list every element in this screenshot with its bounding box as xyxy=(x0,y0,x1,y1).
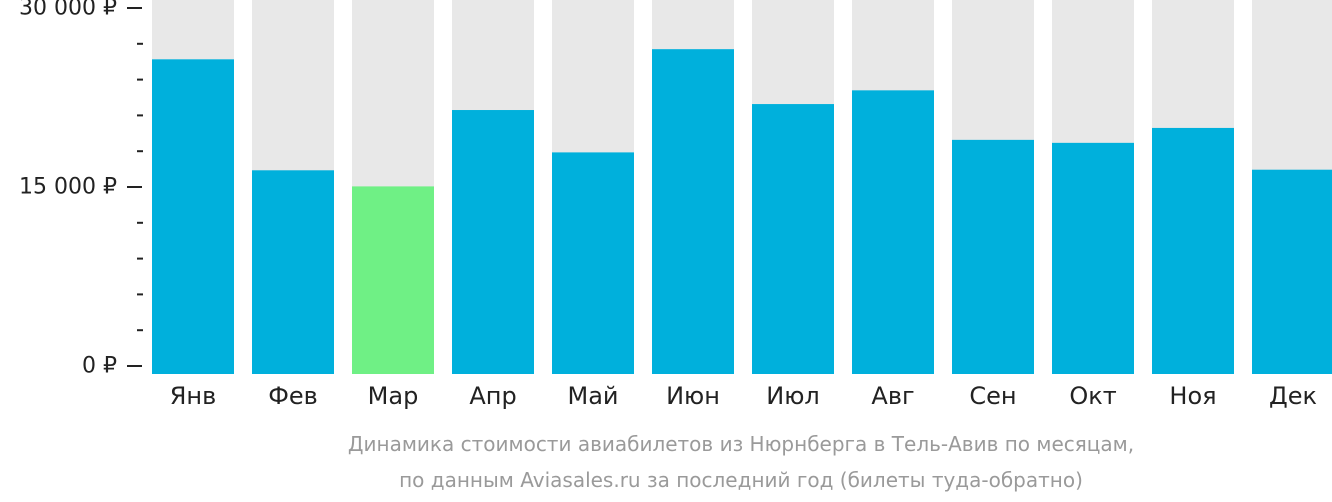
bar-9[interactable] xyxy=(952,139,1034,374)
bar-4[interactable] xyxy=(452,110,534,374)
y-axis: 0 ₽ 15 000 ₽ 30 000 ₽ xyxy=(19,0,143,379)
bar-8[interactable] xyxy=(852,90,934,374)
price-bar-chart: 0 ₽ 15 000 ₽ 30 000 ₽ Янв Фев Мар Апр Май Июн Ию… xyxy=(19,0,1332,410)
x-tick-label: Июл xyxy=(766,382,820,410)
bar-7[interactable] xyxy=(752,104,834,375)
y-tick-label: 0 ₽ xyxy=(82,354,117,379)
y-tick-label: 15 000 ₽ xyxy=(19,175,117,200)
x-tick-label: Ноя xyxy=(1169,382,1216,410)
x-axis: Янв Фев Мар Апр Май Июн Июл Авг Сен Окт Ноя Дек xyxy=(170,382,1317,410)
bar-10[interactable] xyxy=(1052,142,1134,374)
chart-caption-line-1: Динамика стоимости авиабилетов из Нюрнбе… xyxy=(347,432,1135,456)
y-tick-label: 30 000 ₽ xyxy=(19,0,117,21)
x-tick-label: Окт xyxy=(1069,382,1116,410)
x-tick-label: Мар xyxy=(368,382,419,410)
x-tick-label: Июн xyxy=(666,382,720,410)
x-tick-label: Янв xyxy=(170,382,217,410)
x-tick-label: Дек xyxy=(1269,382,1317,410)
bar-3[interactable] xyxy=(352,186,434,374)
bar-11[interactable] xyxy=(1152,127,1234,375)
x-tick-label: Апр xyxy=(469,382,516,410)
bar-1[interactable] xyxy=(152,59,234,375)
bar-5[interactable] xyxy=(552,152,634,374)
x-tick-label: Авг xyxy=(871,382,914,410)
chart-caption-line-2: по данным Aviasales.ru за последний год … xyxy=(399,468,1083,492)
x-tick-label: Фев xyxy=(268,382,318,410)
x-tick-label: Сен xyxy=(969,382,1016,410)
bar-6[interactable] xyxy=(652,49,734,375)
bar-12[interactable] xyxy=(1252,169,1332,374)
bar-2[interactable] xyxy=(252,170,334,374)
x-tick-label: Май xyxy=(567,382,618,410)
bars-group xyxy=(152,0,1332,375)
